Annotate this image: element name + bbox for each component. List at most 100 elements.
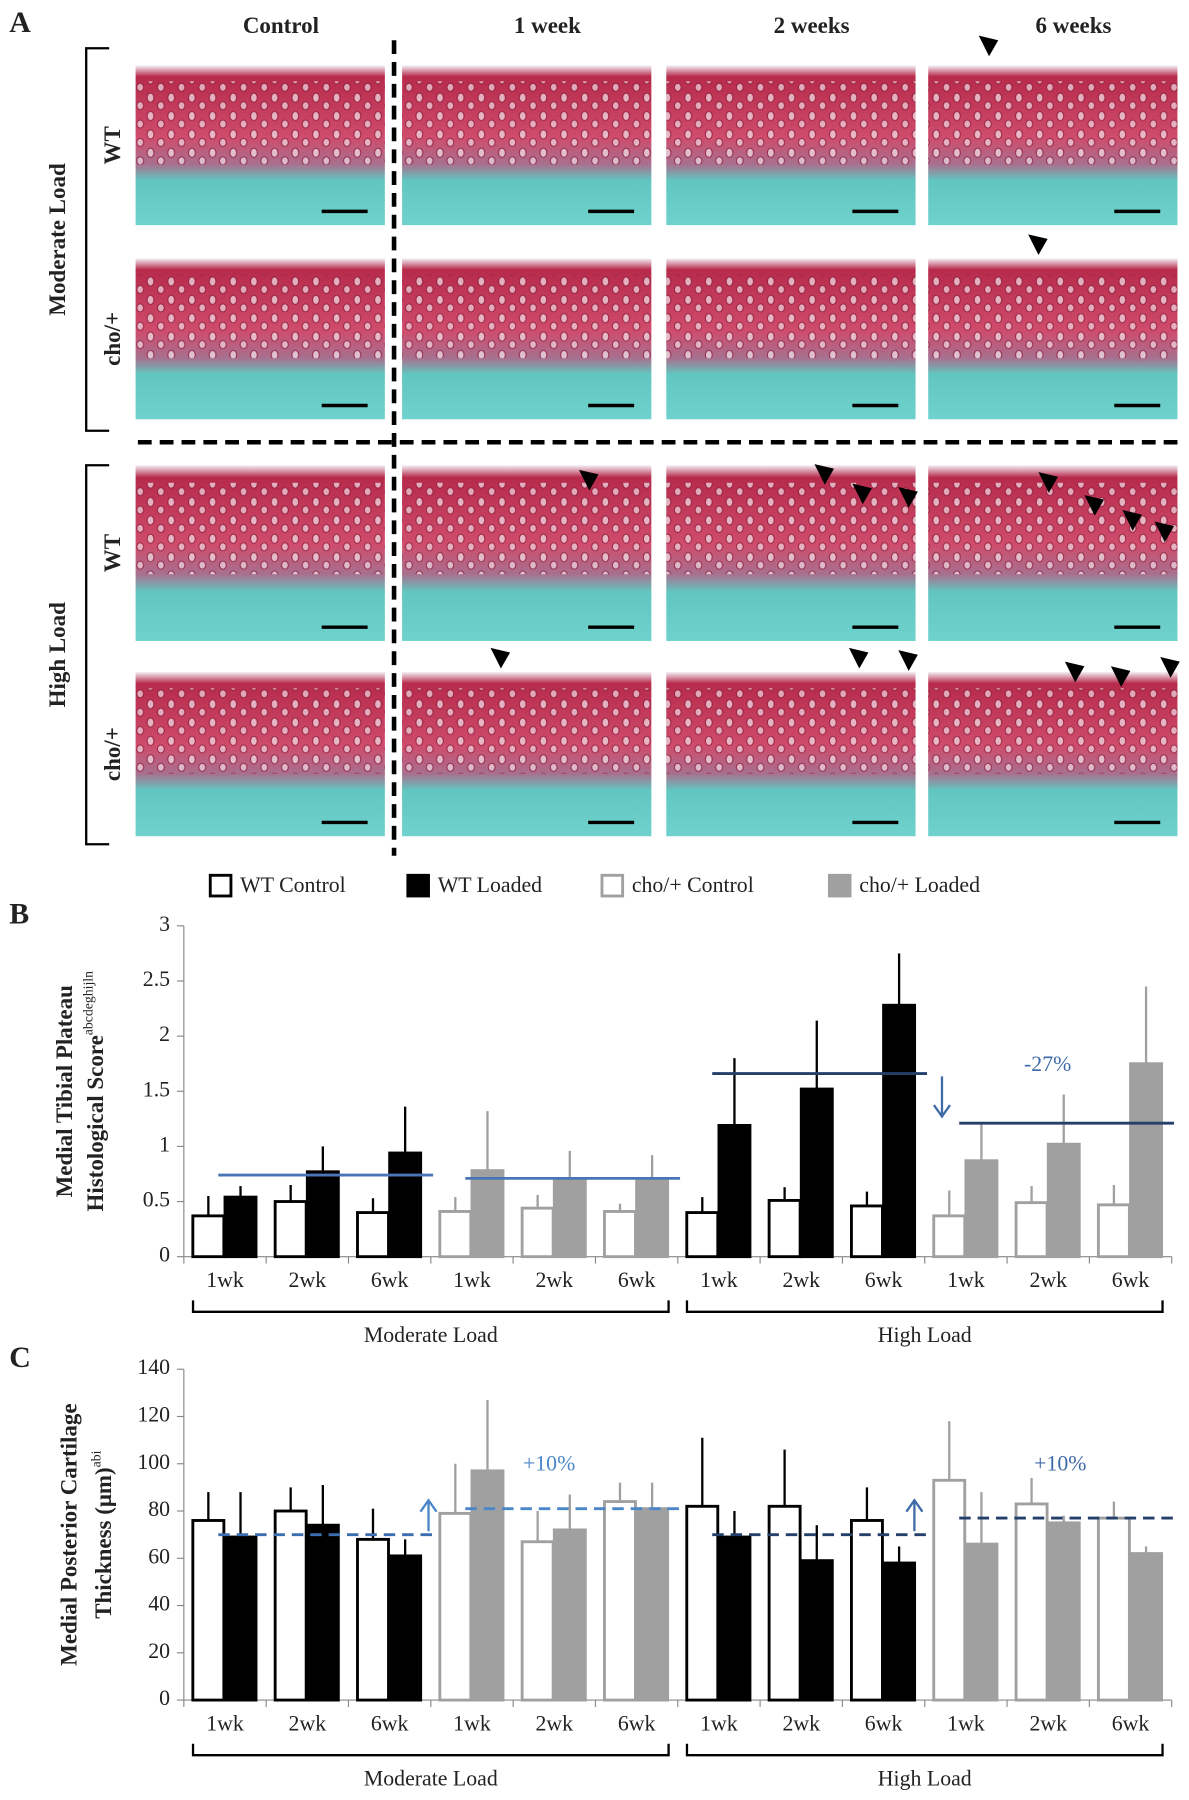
cell-texture — [928, 688, 1178, 774]
bar — [932, 1478, 967, 1702]
group-bracket — [685, 1743, 1164, 1757]
x-tick-label: 6wk — [371, 1268, 409, 1292]
bar — [520, 1206, 555, 1259]
x-tick-label: 1wk — [947, 1711, 985, 1735]
arrowhead — [1084, 495, 1104, 516]
y-tick-label: 100 — [137, 1450, 170, 1474]
panel-label: A — [9, 6, 31, 39]
group-label: High Load — [878, 1323, 972, 1347]
arrowhead — [1122, 510, 1142, 531]
bar — [1046, 1142, 1081, 1259]
cell-texture — [928, 274, 1178, 359]
legend: WT Control WT Loaded cho/+ Control cho/+ Lo… — [208, 873, 980, 898]
cell-texture — [666, 274, 916, 359]
cell-texture — [666, 482, 916, 575]
bar — [799, 1559, 834, 1702]
cell-texture — [135, 81, 385, 165]
arrowhead — [1064, 661, 1085, 683]
y-tick-label: 0.5 — [143, 1188, 170, 1212]
row-label: cho/+ — [100, 312, 125, 366]
bar — [273, 1509, 308, 1702]
cell-texture — [135, 274, 385, 359]
y-tick-label: 3 — [159, 912, 170, 936]
legend-swatch — [208, 873, 233, 898]
row-label: WT — [100, 126, 125, 164]
bar — [552, 1179, 587, 1259]
bar — [603, 1500, 637, 1702]
bar — [1096, 1203, 1131, 1259]
bar — [964, 1159, 999, 1259]
row-label: WT — [100, 534, 125, 572]
y-tick-label: 2 — [159, 1022, 170, 1046]
legend-label: WT Control — [240, 873, 346, 897]
bar — [635, 1507, 670, 1702]
bar — [799, 1087, 834, 1259]
y-axis-label: Medial Tibial Plateau — [52, 985, 77, 1197]
group-bracket — [191, 1743, 670, 1757]
x-tick-label: 1wk — [700, 1268, 738, 1292]
bar — [603, 1210, 637, 1259]
annotation: -27% — [1024, 1052, 1071, 1076]
panel-label: B — [9, 898, 29, 931]
legend-label: cho/+ Control — [632, 873, 754, 897]
bar — [305, 1170, 340, 1259]
bar — [767, 1198, 802, 1259]
x-tick-label: 6wk — [618, 1268, 656, 1292]
y-tick-label: 140 — [137, 1355, 170, 1379]
x-tick-label: 6wk — [1112, 1711, 1150, 1735]
bar — [191, 1519, 226, 1702]
arrowhead — [848, 647, 869, 669]
bar — [552, 1528, 587, 1702]
legend-swatch — [600, 873, 625, 898]
x-tick-label: 6wk — [371, 1711, 409, 1735]
arrowhead — [852, 483, 872, 505]
bar — [470, 1469, 505, 1702]
x-tick-label: 6wk — [1112, 1268, 1150, 1292]
y-tick-label: 60 — [148, 1544, 170, 1568]
bar — [1046, 1521, 1081, 1702]
cell-texture — [666, 688, 916, 774]
column-header: 6 weeks — [1036, 13, 1112, 38]
annotation-arrow — [905, 1498, 924, 1532]
bar — [438, 1511, 473, 1702]
bar — [191, 1214, 226, 1259]
arrowhead — [898, 650, 918, 671]
bar — [932, 1214, 967, 1259]
legend-label: WT Loaded — [438, 873, 542, 897]
arrowhead — [1028, 234, 1048, 256]
cell-texture — [135, 482, 385, 575]
x-tick-label: 2wk — [536, 1268, 574, 1292]
y-axis-label: Thickness (μm)abi — [89, 1450, 116, 1618]
annotation: +10% — [523, 1452, 575, 1476]
bar — [223, 1195, 258, 1259]
cell-texture — [135, 688, 385, 774]
x-tick-label: 2wk — [289, 1711, 327, 1735]
x-tick-label: 2wk — [782, 1711, 820, 1735]
bar — [849, 1519, 884, 1702]
x-tick-label: 1wk — [453, 1711, 491, 1735]
group-label: Moderate Load — [364, 1323, 498, 1347]
arrowhead — [1160, 657, 1180, 678]
bar — [520, 1540, 555, 1702]
x-tick-label: 1wk — [453, 1268, 491, 1292]
bar — [964, 1542, 999, 1702]
x-tick-label: 6wk — [865, 1711, 903, 1735]
y-axis-label-superscript: abi — [89, 1450, 104, 1467]
bar — [717, 1124, 752, 1259]
arrowhead — [1154, 521, 1175, 543]
annotation-arrow — [419, 1498, 438, 1532]
bar — [1014, 1201, 1049, 1259]
x-tick-label: 2wk — [1029, 1268, 1067, 1292]
bar — [882, 1003, 917, 1259]
arrowhead — [1038, 472, 1058, 493]
cell-texture — [666, 81, 916, 165]
bar — [1014, 1502, 1049, 1702]
y-tick-label: 0 — [159, 1243, 170, 1267]
bar — [356, 1537, 390, 1702]
load-group-label: High Load — [45, 602, 70, 708]
bar — [388, 1151, 423, 1259]
cell-texture — [402, 274, 652, 359]
bar — [223, 1535, 258, 1702]
